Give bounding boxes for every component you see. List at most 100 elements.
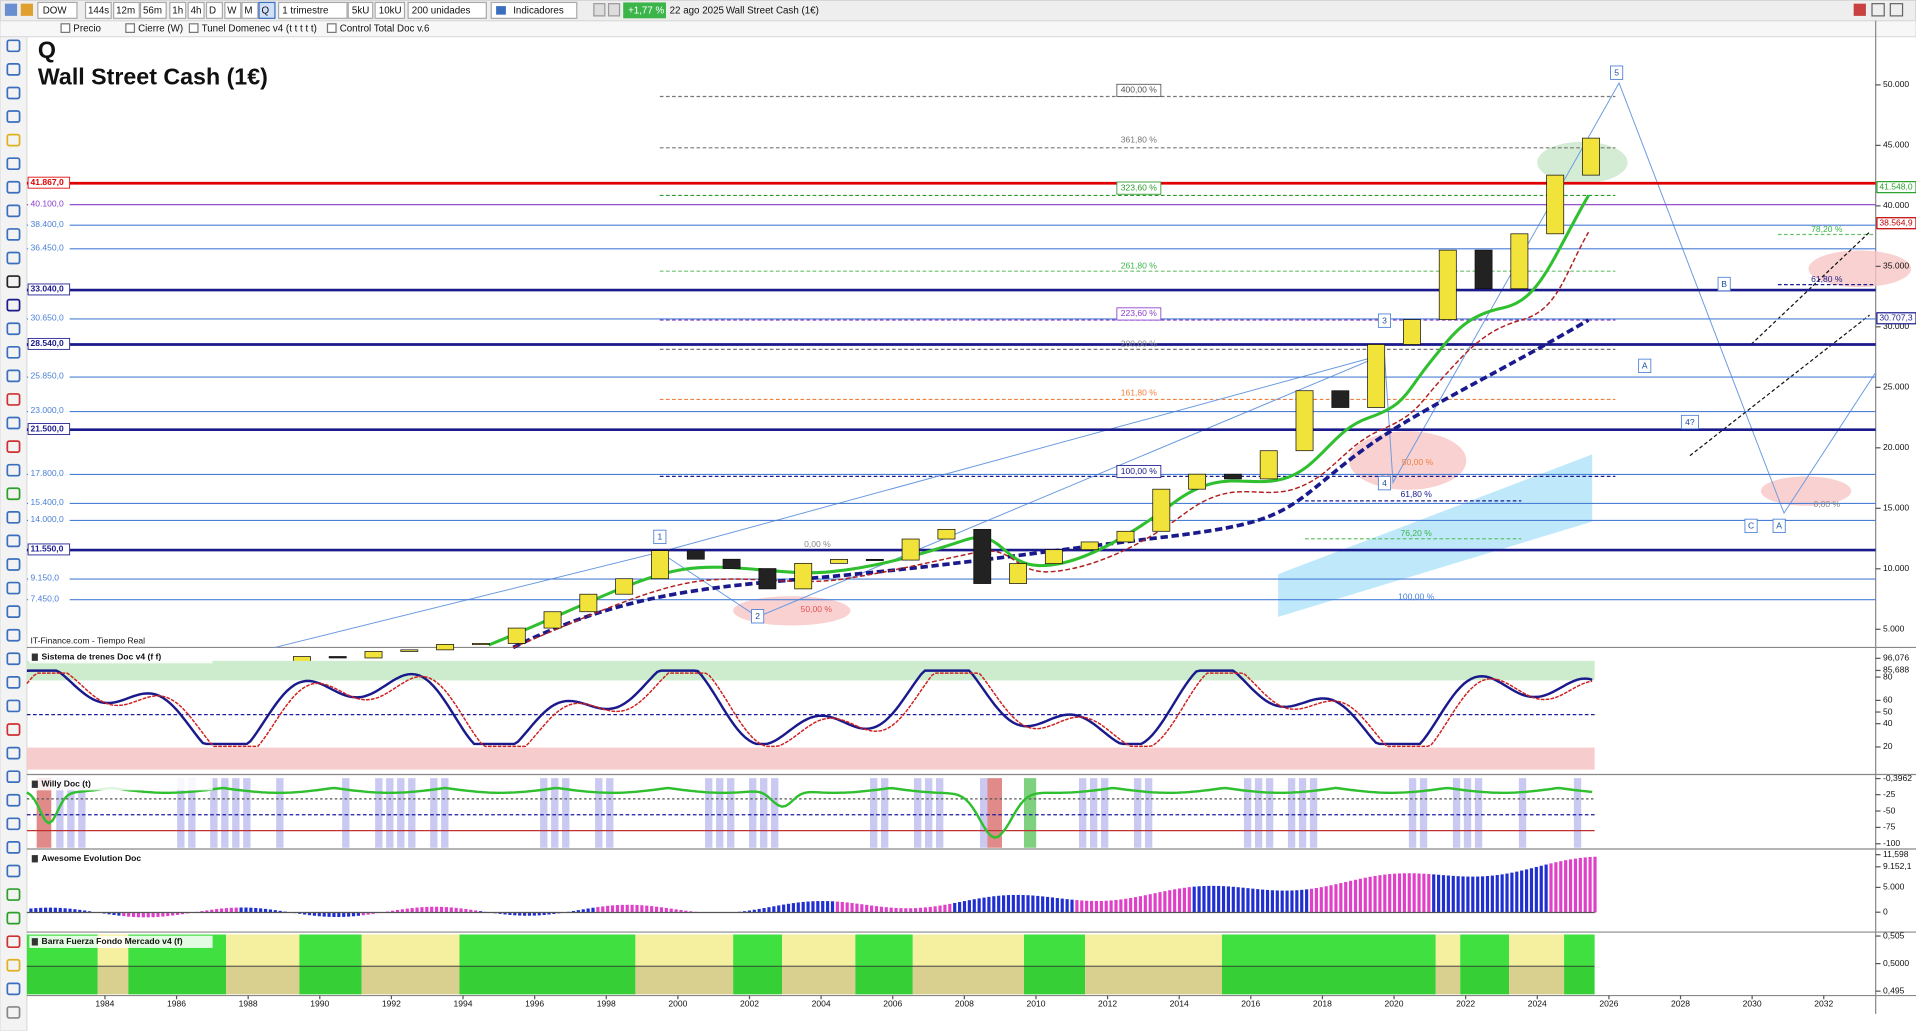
tool-button[interactable] [6,416,21,430]
tool-button[interactable] [6,935,21,949]
legend-checkbox[interactable] [125,23,136,33]
tool-button[interactable] [6,676,21,689]
timeframe-button[interactable] [113,1,140,19]
histogram-bar [1099,900,1103,913]
histogram-bar [29,908,33,913]
tool-button[interactable] [6,39,21,53]
legend-item[interactable]: Tunel Domenec v4 (t t t t t) [202,23,317,34]
tool-button[interactable] [6,723,21,736]
tool-button[interactable] [6,157,21,171]
legend-item[interactable]: Control Total Doc v.6 [340,23,430,34]
tool-button[interactable] [6,345,21,359]
tool-button[interactable] [6,841,21,854]
minimize-button[interactable] [1871,3,1885,17]
tool-button[interactable] [6,369,21,383]
volume[interactable]: 10kU [379,6,402,17]
timeframe[interactable]: 1h [172,6,183,17]
tool-button[interactable] [6,180,21,194]
wave-box [751,609,765,624]
histogram-bar [1065,899,1069,913]
timeframe[interactable]: 56m [143,6,162,17]
histogram-bar [1138,896,1143,913]
tool-button[interactable] [6,911,21,925]
tool-button[interactable] [6,958,21,972]
fib-label: 100,00 % [1121,466,1158,476]
tool-button[interactable] [6,581,21,595]
legend-checkbox[interactable] [326,23,337,33]
tool-button[interactable] [6,534,21,548]
timeframe[interactable]: W [227,6,237,17]
volume-button[interactable] [347,1,374,19]
volume[interactable]: 5kU [352,6,369,17]
tool-button[interactable] [6,487,21,501]
legend-item[interactable]: Cierre (W) [138,23,183,34]
timeframe-button[interactable] [224,1,242,19]
timeframe-button[interactable] [187,1,205,19]
tool-button[interactable] [6,440,21,453]
timeframe-button[interactable] [241,1,259,19]
legend-checkbox[interactable] [188,23,199,33]
tool-button[interactable] [6,393,21,406]
timeframe[interactable]: 144s [88,6,109,17]
symbol[interactable]: DOW [43,6,68,17]
tool-button[interactable] [6,1006,21,1019]
timeframe-button[interactable] [205,1,224,19]
tool-button[interactable] [6,228,21,241]
tool-button[interactable] [6,628,21,642]
tool-icon[interactable] [607,3,621,17]
level-label: 38.400,0 [31,219,65,229]
tool-button[interactable] [6,699,21,713]
tool-button[interactable] [6,864,21,878]
volume-button[interactable] [374,1,406,19]
tool-button[interactable] [6,652,21,666]
timeframe-button[interactable] [139,1,167,19]
close-button[interactable] [1889,3,1904,17]
tool-button[interactable] [6,605,21,618]
tool-button[interactable] [6,793,21,807]
histogram-bar [1578,857,1582,913]
timeframe[interactable]: D [209,6,216,17]
tool-button[interactable] [6,558,21,571]
tool-button[interactable] [6,817,21,831]
tool-button[interactable] [6,770,21,784]
period-select[interactable] [277,1,348,19]
symbol-icon[interactable] [20,3,33,16]
tool-button[interactable] [6,133,21,147]
tool-button[interactable] [6,298,21,312]
timeframe-button[interactable] [258,1,276,19]
tool-button[interactable] [6,463,21,477]
tool-button[interactable] [6,63,21,76]
units-select[interactable] [407,1,487,19]
tool-button[interactable] [6,251,21,265]
timeframe[interactable]: M [244,6,252,17]
tool-button[interactable] [6,275,21,288]
timeframe-button[interactable] [169,1,187,19]
symbol-select[interactable] [37,1,78,19]
annotations: 400,00 %361,80 %323,60 %261,80 %223,60 %… [653,65,1843,624]
tool-button[interactable] [6,746,21,760]
tool-button[interactable] [6,982,21,996]
indicators[interactable]: Indicadores [513,6,564,17]
indicators-button[interactable] [490,1,578,19]
legend-item[interactable]: Precio [73,23,101,34]
tool-button[interactable] [6,86,21,100]
histogram-bar [200,911,204,913]
timeframe[interactable]: 12m [116,6,135,17]
strength-block [1023,965,1086,995]
strength-block [1435,934,1461,966]
units[interactable]: 200 unidades [412,6,471,17]
tool-icon[interactable] [593,3,606,17]
tool-button[interactable] [6,322,21,336]
timeframe[interactable]: Q [261,6,269,17]
histogram-bar [1221,886,1226,913]
tool-button[interactable] [6,110,21,123]
tool-button[interactable] [6,510,21,524]
timeframe[interactable]: 4h [191,6,202,17]
period[interactable]: 1 trimestre [282,6,328,17]
legend-checkbox[interactable] [60,23,71,33]
tool-button[interactable] [6,888,21,901]
timeframe-button[interactable] [84,1,112,19]
window-icon[interactable] [1853,3,1866,16]
menu-icon[interactable] [4,3,18,16]
tool-button[interactable] [6,204,21,218]
